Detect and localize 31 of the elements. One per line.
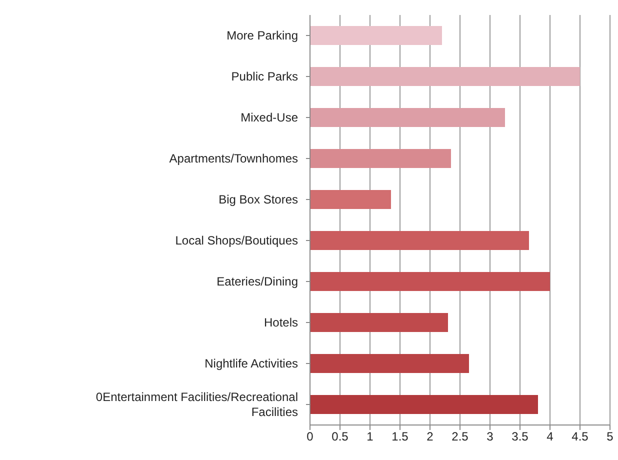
x-tick-label: 2.5 <box>452 430 469 444</box>
x-tick-label: 3.5 <box>512 430 529 444</box>
bar <box>310 108 505 127</box>
x-tick-label: 3 <box>486 430 494 444</box>
bar <box>310 395 538 414</box>
x-tick-label: 4 <box>546 430 554 444</box>
y-tick-label: 0Entertainment Facilities/Recreational Facilities <box>96 390 298 419</box>
bar <box>310 67 580 86</box>
y-tick-label: Local Shops/Boutiques <box>175 234 298 248</box>
y-tick-label: Eateries/Dining <box>216 274 298 288</box>
bar <box>310 272 550 291</box>
y-tick-label: Apartments/Townhomes <box>169 152 298 166</box>
x-tick-label: 1 <box>366 430 374 444</box>
x-tick-label: 4.5 <box>572 430 589 444</box>
bar <box>310 26 442 45</box>
y-tick-label: Hotels <box>264 316 298 330</box>
bar <box>310 354 469 373</box>
bar <box>310 190 391 209</box>
x-tick-label: 0.5 <box>332 430 349 444</box>
x-tick-label: 1.5 <box>392 430 409 444</box>
bar <box>310 231 529 250</box>
bar <box>310 149 451 168</box>
bar <box>310 313 448 332</box>
x-tick-label: 5 <box>606 430 614 444</box>
x-tick-label: 2 <box>426 430 434 444</box>
y-tick-label: Public Parks <box>231 70 298 84</box>
x-tick-label: 0 <box>306 430 314 444</box>
y-tick-label: Mixed-Use <box>240 110 298 124</box>
y-tick-label: Nightlife Activities <box>204 356 298 370</box>
y-tick-label: Big Box Stores <box>218 192 298 206</box>
y-tick-label: More Parking <box>226 28 298 42</box>
